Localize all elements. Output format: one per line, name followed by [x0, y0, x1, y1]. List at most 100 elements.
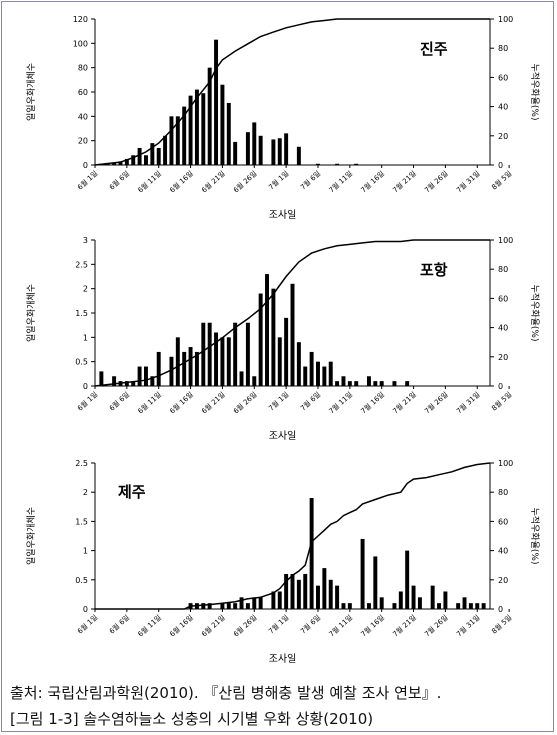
chart-2-y2-tick-label: 100: [498, 459, 513, 468]
chart-0-bar: [226, 102, 231, 165]
chart-2-x-tick-label: 8월 5일: [490, 613, 514, 636]
chart-0-x-tick-label: 7월 11일: [327, 169, 354, 195]
chart-1-y-tick-label: 1: [83, 333, 88, 342]
chart-0-x-tick-label: 6월 11일: [136, 169, 163, 195]
chart-2-bar: [398, 591, 403, 609]
chart-0-bar: [182, 106, 187, 165]
chart-1-bar: [271, 288, 276, 386]
chart-2-y-tick-label: 2.5: [75, 459, 88, 468]
chart-2-bar: [360, 538, 365, 609]
chart-1-bar: [265, 274, 269, 386]
chart-1-x-tick-label: 6월 6일: [107, 390, 131, 413]
chart-2-bar: [207, 603, 212, 609]
chart-1-bar: [124, 381, 129, 386]
chart-0-bar: [112, 162, 117, 165]
chart-1-y-axis-title: 일일우화개체수: [26, 284, 37, 342]
chart-0-bar: [252, 122, 257, 165]
chart-2-bar: [322, 568, 327, 609]
chart-0-bar: [214, 39, 219, 165]
chart-2-bar: [201, 603, 206, 609]
chart-1-bar: [303, 366, 308, 386]
chart-2-bar: [316, 585, 320, 609]
chart-0-bar: [105, 163, 110, 165]
chart-1-x-axis-title: 조사일: [269, 430, 297, 442]
chart-0-cumulative-line: [94, 18, 490, 166]
source-caption: 출처: 국립산림과학원(2010). 『산림 병해충 발생 예찰 조사 연보』.: [10, 684, 442, 702]
chart-0-x-tick-label: 6월 16일: [168, 169, 195, 195]
chart-1-bar: [245, 322, 250, 386]
chart-1-bar: [284, 317, 289, 386]
chart-2-bar: [411, 585, 416, 609]
chart-1-bar: [252, 376, 257, 386]
chart-2-bar: [284, 573, 289, 609]
chart-2-bar: [296, 579, 301, 609]
chart-2-bar: [373, 556, 378, 609]
chart-1-y-tick-label: 0.5: [75, 358, 88, 367]
chart-2-x-tick-label: 6월 6일: [107, 613, 131, 636]
chart-1-bar: [290, 283, 295, 386]
chart-1-y-tick-label: 1.5: [75, 309, 88, 318]
chart-1-bar: [220, 337, 225, 386]
chart-1-bar: [322, 366, 327, 386]
chart-1-bar: [226, 337, 231, 386]
chart-1-bar: [188, 347, 193, 386]
chart-1-x-tick-label: 6월 11일: [136, 390, 163, 416]
chart-1-region-label: 포항: [420, 261, 448, 279]
chart-2-y-tick-label: 1.5: [75, 517, 88, 526]
chart-2-cumulative-line: [95, 462, 491, 610]
chart-0-bar: [296, 146, 301, 165]
figure-caption: [그림 1-3] 솔수염하늘소 성충의 시기별 우화 상황(2010): [10, 710, 374, 728]
chart-0-region-label: 진주: [420, 40, 448, 58]
chart-2-x-tick-label: 7월 11일: [327, 613, 354, 639]
chart-1-x-tick-label: 7월 26일: [423, 390, 450, 416]
chart-2-bar: [239, 597, 244, 609]
chart-2-bar: [341, 603, 346, 609]
chart-1-bar: [201, 322, 206, 386]
chart-2-x-tick-label: 6월 21일: [200, 613, 227, 639]
chart-1-x-tick-label: 7월 1일: [267, 390, 291, 413]
chart-1-bar: [239, 371, 244, 386]
chart-1-x-tick-label: 7월 6일: [298, 390, 322, 413]
chart-2-y2-tick-label: 60: [498, 517, 508, 526]
chart-1-bar: [150, 376, 155, 386]
chart-0-x-tick-label: 7월 6일: [298, 169, 322, 192]
chart-2-y2-tick-label: 0: [498, 605, 503, 614]
chart-1-bar: [207, 322, 212, 386]
chart-0-bar: [354, 163, 359, 165]
chart-0-y2-tick-label: 80: [498, 44, 508, 53]
chart-1-bar: [175, 337, 180, 386]
chart-0-y2-tick-label: 100: [498, 15, 513, 24]
chart-2-x-axis-title: 조사일: [269, 653, 297, 665]
chart-0-bar: [169, 116, 174, 165]
chart-jeju: 0 0.5 1 1.5 2 2.5 0 20 40 60 80 100 6월 1일 6월 6일 6월 11일…: [26, 459, 541, 665]
chart-1-y-tick-label: 2: [83, 285, 88, 294]
chart-2-x-tick-label: 7월 1일: [267, 613, 291, 636]
chart-0-x-tick-label: 7월 31일: [454, 169, 481, 195]
chart-2-bar: [443, 591, 448, 609]
chart-2-bar: [417, 597, 422, 609]
chart-1-x-tick-label: 7월 31일: [454, 390, 481, 416]
chart-2-x-tick-label: 7월 16일: [359, 613, 386, 639]
chart-1-x-tick-label: 7월 16일: [359, 390, 386, 416]
chart-2-bar: [226, 603, 231, 609]
chart-1-x-tick-label: 7월 11일: [327, 390, 354, 416]
chart-2-y-axis-title: 일일우화개체수: [26, 507, 37, 565]
chart-1-y2-tick-label: 80: [498, 265, 508, 274]
chart-1-bar: [156, 351, 161, 386]
chart-0-y2-tick-label: 0: [498, 161, 503, 170]
chart-1-bar: [194, 351, 199, 386]
chart-1-bar: [182, 351, 187, 386]
chart-0-bar: [277, 138, 282, 165]
chart-2-x-tick-label: 7월 31일: [454, 613, 481, 639]
chart-0-x-tick-label: 7월 16일: [359, 169, 386, 195]
chart-2-x-tick-label: 6월 26일: [231, 613, 258, 639]
chart-2-region-label: 제주: [118, 483, 146, 501]
chart-0-x-tick-label: 8월 5일: [490, 169, 514, 192]
chart-1-bar: [341, 376, 346, 386]
chart-2-x-tick-label: 6월 16일: [168, 613, 195, 639]
chart-1-y2-tick-label: 100: [498, 236, 513, 245]
chart-0-bar: [271, 139, 276, 165]
chart-pohang: 0 0.5 1 1.5 2 2.5 3 0 20 40 60 80 100 6월 1일 6월 6일 6월 11…: [26, 236, 541, 442]
chart-0-y-tick-label: 60: [78, 88, 88, 97]
